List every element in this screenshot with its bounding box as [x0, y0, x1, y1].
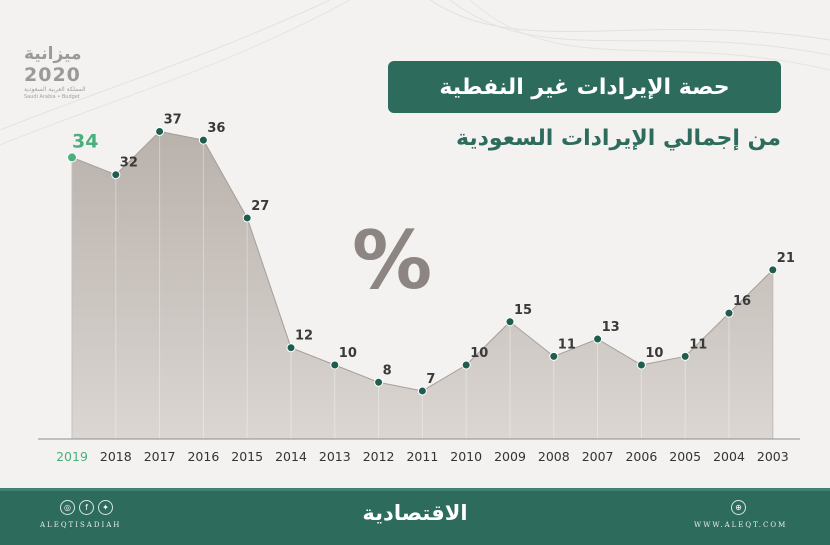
- data-point: [680, 351, 690, 361]
- x-tick-label: 2004: [713, 449, 745, 464]
- x-tick-label: 2017: [144, 449, 176, 464]
- background-waves: [0, 0, 830, 146]
- data-label: 27: [251, 199, 269, 214]
- footer-divider: [0, 488, 830, 491]
- x-tick-label: 2016: [187, 449, 219, 464]
- logo-subtitle-arabic: المملكة العربية السعودية: [24, 86, 86, 93]
- chart-title: حصة الإيرادات غير النفطية: [439, 74, 730, 100]
- data-point: [724, 308, 734, 318]
- x-tick-label: 2015: [231, 449, 263, 464]
- social-handle: ALEQTISADIAH: [40, 521, 122, 529]
- data-label: 10: [470, 346, 488, 361]
- x-tick-label: 2009: [494, 449, 526, 464]
- data-label: 11: [689, 337, 707, 352]
- twitter-icon[interactable]: ✦: [98, 500, 113, 515]
- data-point: [67, 152, 77, 163]
- percent-symbol: %: [352, 214, 433, 307]
- x-tick-label: 2006: [625, 449, 657, 464]
- x-tick-label: 2012: [363, 449, 395, 464]
- data-label: 37: [164, 112, 182, 127]
- logo-year: 2020: [24, 64, 81, 86]
- data-label: 36: [207, 121, 225, 136]
- x-tick-label: 2013: [319, 449, 351, 464]
- data-label: 10: [645, 346, 663, 361]
- brand-logo: الاقتصادية: [362, 501, 468, 525]
- data-point: [330, 360, 340, 370]
- logo-word: ميزانية: [24, 44, 82, 64]
- data-point: [155, 126, 165, 136]
- data-point: [286, 343, 296, 353]
- data-label: 32: [120, 156, 138, 171]
- footer-bar: ◎ f ✦ ALEQTISADIAH الاقتصادية ⊕ WWW.ALEQ…: [0, 488, 830, 545]
- data-label: 16: [733, 294, 751, 309]
- data-label: 8: [383, 363, 392, 378]
- data-point: [198, 135, 208, 145]
- data-label: 13: [602, 320, 620, 335]
- area-fill: [71, 130, 774, 440]
- data-label: 11: [558, 337, 576, 352]
- data-label: 7: [426, 372, 435, 387]
- website-link[interactable]: WWW.ALEQT.COM: [694, 521, 788, 529]
- x-tick-label: 2005: [669, 449, 701, 464]
- title-banner: حصة الإيرادات غير النفطية: [388, 61, 781, 113]
- data-point: [549, 351, 559, 361]
- data-label: 34: [72, 130, 98, 152]
- x-tick-label: 2014: [275, 449, 307, 464]
- x-tick-label: 2007: [582, 449, 614, 464]
- x-tick-label: 2018: [100, 449, 132, 464]
- data-label: 21: [777, 251, 795, 266]
- data-point: [636, 360, 646, 370]
- area-chart: 34 2019 32 2018 37 2017 36 2016 27 2015 12 2014 10 20…: [38, 112, 800, 464]
- x-tick-label: 2003: [757, 449, 789, 464]
- facebook-icon[interactable]: f: [79, 500, 94, 515]
- x-tick-label: 2019: [56, 449, 88, 464]
- instagram-icon[interactable]: ◎: [60, 500, 75, 515]
- data-point: [461, 360, 471, 370]
- data-point: [111, 170, 121, 180]
- data-point: [417, 386, 427, 396]
- data-point: [505, 317, 515, 327]
- data-point: [768, 265, 778, 275]
- data-point: [593, 334, 603, 344]
- data-point: [242, 213, 252, 223]
- data-label: 12: [295, 329, 313, 344]
- x-tick-label: 2008: [538, 449, 570, 464]
- data-label: 10: [339, 346, 357, 361]
- globe-icon: ⊕: [731, 500, 746, 515]
- x-tick-label: 2010: [450, 449, 482, 464]
- x-tick-label: 2011: [406, 449, 438, 464]
- data-label: 15: [514, 303, 532, 318]
- data-point: [374, 377, 384, 387]
- logo-subtitle-english: Saudi Arabia • Budget: [24, 94, 80, 100]
- social-icons: ◎ f ✦: [60, 500, 113, 515]
- chart-subtitle: من إجمالي الإيرادات السعودية: [456, 126, 781, 151]
- budget-2020-logo: ميزانية 2020 المملكة العربية السعودية Sa…: [20, 44, 100, 102]
